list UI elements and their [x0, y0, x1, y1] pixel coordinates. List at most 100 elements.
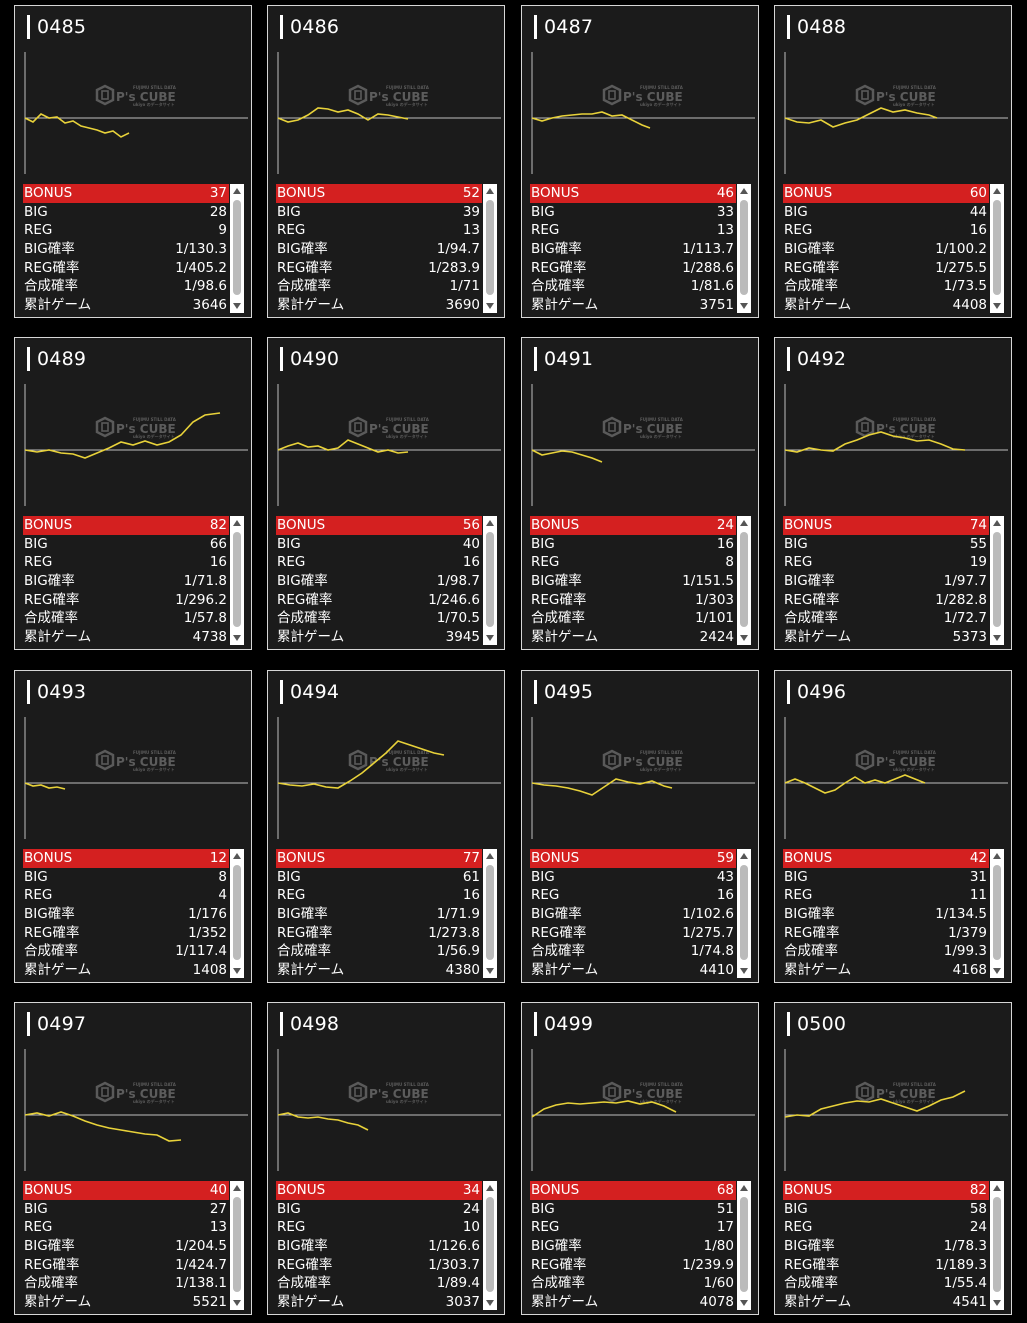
- stats-scrollbar[interactable]: [483, 849, 497, 978]
- row-combined-rate: 合成確率 1/99.3: [783, 942, 989, 961]
- stats-scrollbar[interactable]: [230, 1181, 244, 1310]
- value-big: 24: [462, 1200, 480, 1217]
- scroll-down-arrow-icon[interactable]: [993, 635, 1001, 641]
- machine-card-0485[interactable]: 0485 P's CUBE FUJIMU STILL DATA ukiyo のデ…: [14, 5, 252, 318]
- svg-text:FUJIMU STILL DATA: FUJIMU STILL DATA: [133, 750, 177, 755]
- scroll-up-arrow-icon[interactable]: [740, 188, 748, 194]
- scroll-down-arrow-icon[interactable]: [233, 1300, 241, 1306]
- svg-text:FUJIMU STILL DATA: FUJIMU STILL DATA: [893, 85, 937, 90]
- machine-card-0498[interactable]: 0498 P's CUBE FUJIMU STILL DATA ukiyo のデ…: [267, 1002, 505, 1315]
- row-reg: REG 16: [530, 886, 736, 905]
- scroll-thumb[interactable]: [740, 865, 748, 960]
- stats-scrollbar[interactable]: [483, 184, 497, 313]
- scroll-up-arrow-icon[interactable]: [740, 1185, 748, 1191]
- scroll-thumb[interactable]: [486, 1197, 494, 1292]
- scroll-thumb[interactable]: [993, 532, 1001, 627]
- stats-table: BONUS 40 BIG 27 REG 13 BIG確率 1/204.5 REG確率 1/…: [23, 1181, 229, 1312]
- scroll-down-arrow-icon[interactable]: [993, 303, 1001, 309]
- scroll-down-arrow-icon[interactable]: [740, 303, 748, 309]
- label-big: BIG: [531, 535, 555, 552]
- scroll-down-arrow-icon[interactable]: [993, 968, 1001, 974]
- stats-scrollbar[interactable]: [990, 184, 1004, 313]
- stats-scrollbar[interactable]: [230, 184, 244, 313]
- scroll-thumb[interactable]: [993, 865, 1001, 960]
- scroll-thumb[interactable]: [233, 200, 241, 295]
- scroll-down-arrow-icon[interactable]: [740, 635, 748, 641]
- scroll-thumb[interactable]: [233, 532, 241, 627]
- scroll-down-arrow-icon[interactable]: [233, 635, 241, 641]
- scroll-down-arrow-icon[interactable]: [486, 1300, 494, 1306]
- scroll-thumb[interactable]: [486, 865, 494, 960]
- machine-card-0497[interactable]: 0497 P's CUBE FUJIMU STILL DATA ukiyo のデ…: [14, 1002, 252, 1315]
- value-bonus: 40: [209, 1182, 227, 1198]
- value-reg: 13: [462, 222, 480, 239]
- stats-scrollbar[interactable]: [737, 516, 751, 645]
- svg-text:P's CUBE: P's CUBE: [623, 90, 683, 104]
- scroll-up-arrow-icon[interactable]: [233, 1185, 241, 1191]
- scroll-down-arrow-icon[interactable]: [993, 1300, 1001, 1306]
- scroll-thumb[interactable]: [740, 1197, 748, 1292]
- stats-scrollbar[interactable]: [737, 1181, 751, 1310]
- stats-scrollbar[interactable]: [737, 184, 751, 313]
- scroll-thumb[interactable]: [233, 865, 241, 960]
- scroll-thumb[interactable]: [233, 1197, 241, 1292]
- stats-scrollbar[interactable]: [230, 849, 244, 978]
- scroll-up-arrow-icon[interactable]: [740, 520, 748, 526]
- svg-text:FUJIMU STILL DATA: FUJIMU STILL DATA: [133, 417, 177, 422]
- machine-card-0491[interactable]: 0491 P's CUBE FUJIMU STILL DATA ukiyo のデ…: [521, 337, 759, 650]
- value-total-games: 2424: [699, 629, 734, 646]
- scroll-up-arrow-icon[interactable]: [233, 520, 241, 526]
- scroll-up-arrow-icon[interactable]: [486, 853, 494, 859]
- machine-card-0499[interactable]: 0499 P's CUBE FUJIMU STILL DATA ukiyo のデ…: [521, 1002, 759, 1315]
- machine-card-0489[interactable]: 0489 P's CUBE FUJIMU STILL DATA ukiyo のデ…: [14, 337, 252, 650]
- scroll-up-arrow-icon[interactable]: [993, 1185, 1001, 1191]
- scroll-up-arrow-icon[interactable]: [993, 188, 1001, 194]
- value-total-games: 4738: [192, 629, 227, 646]
- scroll-up-arrow-icon[interactable]: [993, 853, 1001, 859]
- scroll-down-arrow-icon[interactable]: [233, 968, 241, 974]
- scroll-down-arrow-icon[interactable]: [486, 303, 494, 309]
- machine-card-0488[interactable]: 0488 P's CUBE FUJIMU STILL DATA ukiyo のデ…: [774, 5, 1012, 318]
- stats-scrollbar[interactable]: [990, 849, 1004, 978]
- scroll-thumb[interactable]: [486, 200, 494, 295]
- machine-card-0493[interactable]: 0493 P's CUBE FUJIMU STILL DATA ukiyo のデ…: [14, 670, 252, 983]
- stats-scrollbar[interactable]: [230, 516, 244, 645]
- row-big-rate: BIG確率 1/130.3: [23, 240, 229, 259]
- scroll-thumb[interactable]: [993, 1197, 1001, 1292]
- scroll-up-arrow-icon[interactable]: [486, 188, 494, 194]
- scroll-thumb[interactable]: [740, 532, 748, 627]
- scroll-up-arrow-icon[interactable]: [486, 1185, 494, 1191]
- machine-card-0500[interactable]: 0500 P's CUBE FUJIMU STILL DATA ukiyo のデ…: [774, 1002, 1012, 1315]
- stats-scrollbar[interactable]: [483, 516, 497, 645]
- scroll-up-arrow-icon[interactable]: [233, 853, 241, 859]
- scroll-thumb[interactable]: [740, 200, 748, 295]
- machine-card-0486[interactable]: 0486 P's CUBE FUJIMU STILL DATA ukiyo のデ…: [267, 5, 505, 318]
- scroll-down-arrow-icon[interactable]: [233, 303, 241, 309]
- scroll-up-arrow-icon[interactable]: [233, 188, 241, 194]
- stats-scrollbar[interactable]: [990, 1181, 1004, 1310]
- scroll-up-arrow-icon[interactable]: [993, 520, 1001, 526]
- scroll-down-arrow-icon[interactable]: [486, 968, 494, 974]
- row-big: BIG 40: [276, 535, 482, 554]
- machine-card-0492[interactable]: 0492 P's CUBE FUJIMU STILL DATA ukiyo のデ…: [774, 337, 1012, 650]
- scroll-down-arrow-icon[interactable]: [486, 635, 494, 641]
- machine-number: 0489: [37, 348, 87, 370]
- scroll-thumb[interactable]: [486, 532, 494, 627]
- machine-card-0490[interactable]: 0490 P's CUBE FUJIMU STILL DATA ukiyo のデ…: [267, 337, 505, 650]
- slump-graph-svg: P's CUBE FUJIMU STILL DATA ukiyo のデータサイト: [24, 52, 248, 174]
- stats-scrollbar[interactable]: [483, 1181, 497, 1310]
- scroll-up-arrow-icon[interactable]: [740, 853, 748, 859]
- value-bonus: 46: [716, 185, 734, 201]
- scroll-down-arrow-icon[interactable]: [740, 1300, 748, 1306]
- machine-card-0494[interactable]: 0494 P's CUBE FUJIMU STILL DATA ukiyo のデ…: [267, 670, 505, 983]
- scroll-thumb[interactable]: [993, 200, 1001, 295]
- machine-card-0496[interactable]: 0496 P's CUBE FUJIMU STILL DATA ukiyo のデ…: [774, 670, 1012, 983]
- machine-card-0495[interactable]: 0495 P's CUBE FUJIMU STILL DATA ukiyo のデ…: [521, 670, 759, 983]
- stats-scrollbar[interactable]: [990, 516, 1004, 645]
- machine-card-0487[interactable]: 0487 P's CUBE FUJIMU STILL DATA ukiyo のデ…: [521, 5, 759, 318]
- scroll-up-arrow-icon[interactable]: [486, 520, 494, 526]
- stats-scrollbar[interactable]: [737, 849, 751, 978]
- scroll-down-arrow-icon[interactable]: [740, 968, 748, 974]
- value-reg-rate: 1/303.7: [428, 1256, 480, 1273]
- row-reg-rate: REG確率 1/424.7: [23, 1256, 229, 1275]
